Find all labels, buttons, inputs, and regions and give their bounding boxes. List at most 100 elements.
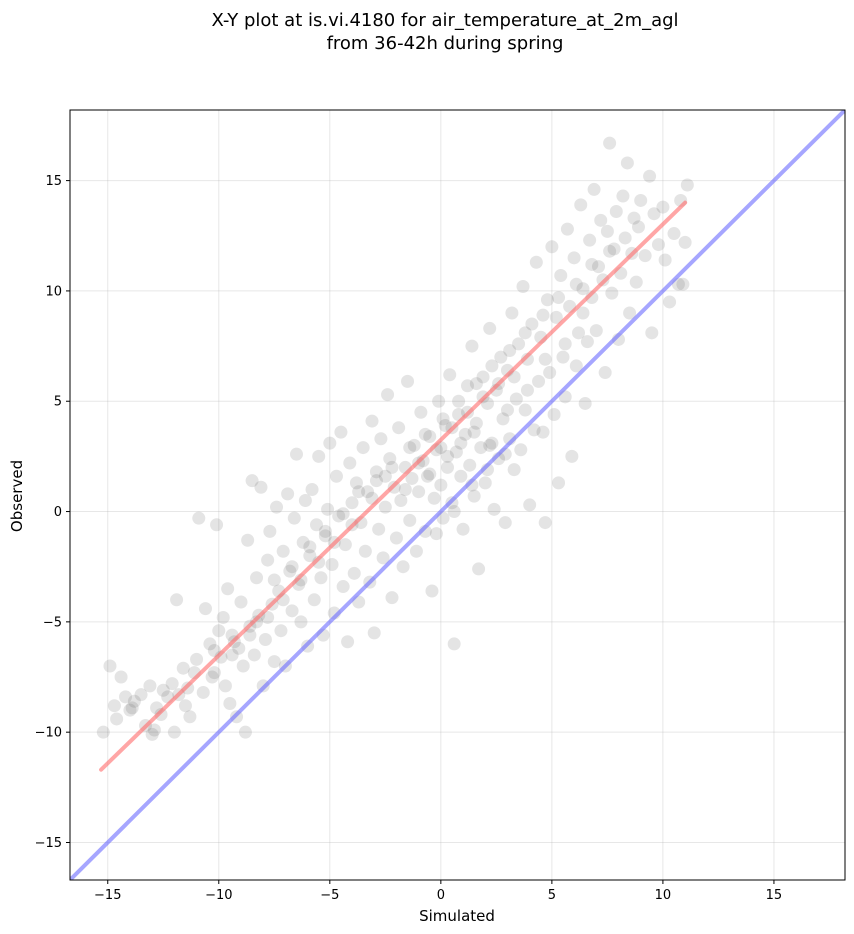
data-point [438, 419, 452, 433]
data-point [218, 679, 232, 693]
data-point [165, 677, 179, 691]
data-point [96, 725, 110, 739]
data-point [676, 277, 690, 291]
data-point [318, 529, 332, 543]
data-point [514, 443, 528, 457]
data-point [403, 441, 417, 455]
y-tick-label: −10 [35, 726, 62, 741]
data-point [678, 235, 692, 249]
data-point [425, 584, 439, 598]
data-point [176, 661, 190, 675]
data-point [376, 551, 390, 565]
data-point [603, 136, 617, 150]
data-point [374, 432, 388, 446]
data-point [221, 582, 235, 596]
data-point [518, 326, 532, 340]
data-point [123, 703, 137, 717]
data-point [281, 487, 295, 501]
data-point [378, 469, 392, 483]
data-point [485, 359, 499, 373]
data-point [507, 463, 521, 477]
data-point [467, 489, 481, 503]
chart-title-line-1: X-Y plot at is.vi.4180 for air_temperatu… [211, 10, 678, 31]
data-point [367, 626, 381, 640]
x-tick-label: 15 [766, 888, 783, 903]
data-point [336, 507, 350, 521]
x-tick-label: −5 [320, 888, 339, 903]
data-point [607, 242, 621, 256]
data-point [372, 522, 386, 536]
data-point [127, 694, 141, 708]
data-point [314, 571, 328, 585]
data-point [463, 458, 477, 472]
data-point [645, 326, 659, 340]
data-point [412, 485, 426, 499]
data-point [452, 394, 466, 408]
data-point [574, 198, 588, 212]
data-point [600, 224, 614, 238]
data-point [485, 436, 499, 450]
data-point [478, 476, 492, 490]
data-point [336, 580, 350, 594]
data-point [156, 683, 170, 697]
data-point [498, 516, 512, 530]
data-point [147, 723, 161, 737]
data-point [405, 471, 419, 485]
identity-line [70, 110, 845, 880]
data-point [565, 449, 579, 463]
data-point [567, 251, 581, 265]
data-point [587, 182, 601, 196]
data-point [423, 467, 437, 481]
data-point [449, 445, 463, 459]
data-point [250, 571, 264, 585]
data-point [552, 476, 566, 490]
data-point [238, 725, 252, 739]
data-point [403, 513, 417, 527]
data-point [305, 482, 319, 496]
data-point [365, 414, 379, 428]
data-point [432, 394, 446, 408]
data-point [245, 474, 259, 488]
data-points [96, 136, 694, 741]
data-point [303, 540, 317, 554]
data-point [270, 500, 284, 514]
data-point [623, 306, 637, 320]
data-point [203, 637, 217, 651]
data-point [576, 282, 590, 296]
data-point [261, 610, 275, 624]
data-point [423, 430, 437, 444]
y-axis-label: Observed [8, 460, 26, 532]
data-point [389, 531, 403, 545]
data-point [267, 655, 281, 669]
x-tick-label: 10 [655, 888, 672, 903]
y-tick-label: −15 [35, 836, 62, 851]
data-point [554, 268, 568, 282]
data-point [656, 200, 670, 214]
data-point [267, 573, 281, 587]
data-point [447, 505, 461, 519]
data-point [225, 648, 239, 662]
data-point [401, 374, 415, 388]
data-point [325, 557, 339, 571]
data-point [527, 423, 541, 437]
data-point [436, 412, 450, 426]
x-tick-label: −10 [205, 888, 232, 903]
data-point [549, 310, 563, 324]
data-point [576, 306, 590, 320]
data-point [594, 213, 608, 227]
data-point [338, 538, 352, 552]
data-point [263, 524, 277, 538]
data-point [358, 544, 372, 558]
data-point [349, 476, 363, 490]
data-point [547, 407, 561, 421]
data-point [532, 374, 546, 388]
data-point [287, 511, 301, 525]
data-point [276, 544, 290, 558]
data-point [503, 343, 517, 357]
data-point [243, 628, 257, 642]
data-point [236, 659, 250, 673]
data-point [296, 535, 310, 549]
data-point [345, 496, 359, 510]
grid [70, 110, 845, 880]
